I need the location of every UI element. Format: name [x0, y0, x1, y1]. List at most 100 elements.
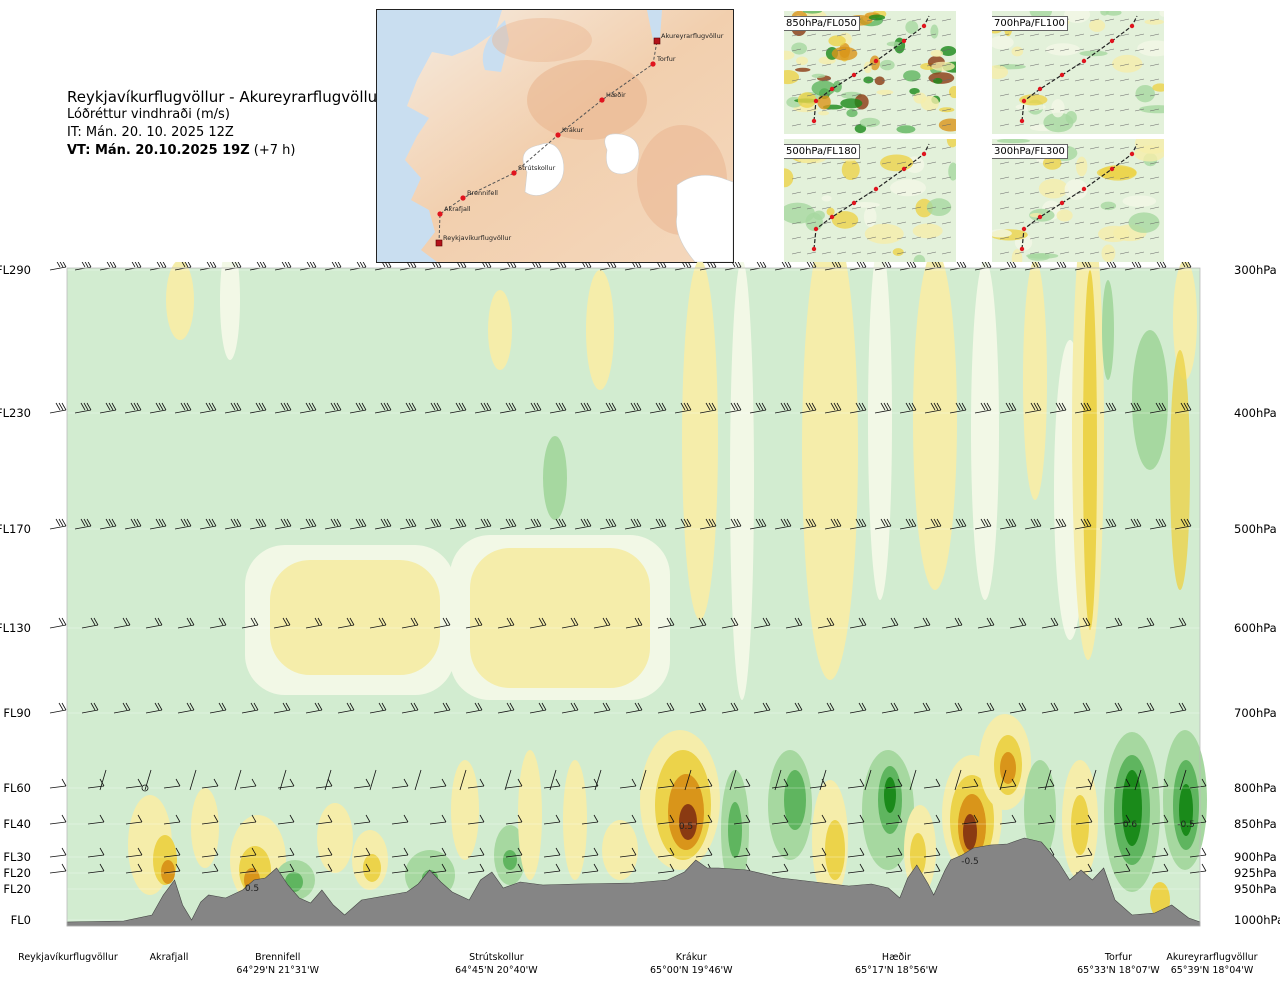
mini-wind-barb: [851, 191, 862, 195]
wind-barb-feather: [986, 402, 992, 411]
wind-barb-feather: [189, 617, 195, 626]
wind-barb-shaft: [374, 266, 392, 271]
wind-barb-shaft: [949, 409, 967, 414]
wind-barb-shaft: [81, 624, 99, 629]
mini-wind-barb: [1044, 93, 1055, 97]
wind-barb-shaft: [1169, 709, 1187, 714]
wind-barb-feather: [1108, 518, 1114, 527]
mini-wind-barb: [941, 78, 952, 82]
wind-barb-shaft: [1124, 525, 1142, 530]
wind-barb-feather: [362, 262, 367, 268]
mini-wind-barb: [791, 221, 802, 225]
mini-wind-barb: [911, 123, 922, 127]
mini-wind-barb: [1104, 48, 1115, 52]
wind-barb-feather: [631, 778, 637, 787]
wind-barb-shaft: [399, 525, 417, 530]
wind-barb-shaft: [599, 266, 617, 271]
wind-barb-feather: [509, 617, 515, 626]
mini-field-blob: [1076, 156, 1088, 177]
wind-barb-feather: [658, 518, 664, 527]
wind-barb-shaft: [149, 409, 167, 414]
mini-map-300: 300hPa/FL300: [992, 139, 1164, 262]
wind-barb-feather: [256, 262, 261, 268]
mini-wind-barb: [881, 176, 892, 180]
wind-barb-feather: [1125, 847, 1131, 856]
wind-barb-feather: [1031, 262, 1036, 268]
wind-barb-shaft: [433, 709, 451, 714]
wind-barb-feather: [212, 262, 217, 268]
wind-barb-feather: [821, 814, 827, 823]
wind-barb-shaft: [505, 821, 523, 825]
mini-field-blob: [933, 77, 943, 84]
wind-barb-feather: [733, 518, 739, 527]
wind-barb-feather: [58, 402, 64, 411]
wind-barb-shaft: [1151, 870, 1169, 874]
mini-map-700: 700hPa/FL100: [992, 11, 1164, 134]
mini-wind-barb: [1044, 108, 1055, 112]
mini-field-blob: [859, 117, 880, 128]
mini-wind-barb: [1134, 123, 1145, 127]
wind-barb-feather: [606, 262, 611, 268]
field-cell: [166, 262, 194, 340]
mini-wind-barb: [1029, 191, 1040, 195]
mini-wind-barb: [896, 93, 907, 97]
wind-barb-feather: [517, 814, 523, 823]
field-cell: [1083, 270, 1097, 630]
mini-wind-barb: [821, 48, 832, 52]
wind-barb-shaft: [87, 854, 105, 858]
wind-barb-shaft: [274, 409, 292, 414]
mini-wind-barb: [911, 48, 922, 52]
mini-wind-barb: [836, 33, 847, 37]
wind-barb-feather: [561, 518, 567, 527]
wind-barb-shaft: [49, 409, 67, 414]
wind-barb-shaft: [899, 409, 917, 414]
wind-barb-shaft: [249, 409, 267, 414]
wind-barb-feather: [856, 262, 861, 268]
wind-barb-feather: [987, 262, 992, 268]
map-waypoint-label: Torfur: [656, 55, 676, 63]
wind-barb-shaft: [999, 266, 1017, 271]
wind-barb-feather: [109, 262, 114, 268]
cross-section-chart: 0.50.50.6-0.5-0.5 FL290FL230FL170FL130FL…: [0, 262, 1280, 976]
wind-barb-feather: [745, 814, 751, 823]
wind-barb-feather: [797, 702, 803, 711]
mini-wind-barb: [1149, 18, 1160, 22]
wind-barb-feather: [1037, 262, 1042, 268]
wind-barb-shaft: [574, 409, 592, 414]
wind-barb-shaft: [449, 266, 467, 271]
mini-wind-barb: [1044, 123, 1055, 127]
valid-time: VT: Mán. 20.10.2025 19Z (+7 h): [67, 142, 387, 160]
wind-barb-shaft: [1049, 266, 1067, 271]
title-block: Reykjavíkurflugvöllur - Akureyrarflugvöl…: [67, 88, 387, 160]
mini-wind-barb: [926, 78, 937, 82]
wind-barb-feather: [183, 518, 189, 527]
wind-barb-shaft: [209, 709, 227, 714]
wind-barb-feather: [1011, 402, 1017, 411]
wind-barb-feather: [655, 402, 661, 411]
wind-barb-shaft: [1179, 769, 1187, 791]
wind-barb-feather: [306, 262, 311, 268]
mini-wind-barb: [999, 93, 1010, 97]
mini-field-blob: [863, 206, 877, 228]
valid-time-bold: VT: Mán. 20.10.2025 19Z: [67, 143, 250, 158]
wind-barb-shaft: [619, 854, 637, 858]
wind-barb-shaft: [374, 409, 392, 414]
wind-barb-feather: [698, 617, 704, 626]
route-title: Reykjavíkurflugvöllur - Akureyrarflugvöl…: [67, 88, 384, 106]
pressure-level-label: 950hPa: [1234, 882, 1277, 896]
wind-barb-feather: [861, 402, 867, 411]
mini-wind-barb: [1059, 33, 1070, 37]
flight-level-label: FL170: [0, 522, 31, 536]
map-waypoint-label: Akrafjall: [444, 205, 471, 213]
wind-barb-feather: [383, 518, 389, 527]
wind-barb-shaft: [201, 821, 219, 825]
wind-barb-feather: [1087, 262, 1092, 268]
mini-waypoint-marker: [1109, 38, 1115, 44]
mini-field-blob: [818, 110, 830, 116]
wind-barb-feather: [911, 518, 917, 527]
wind-barb-shaft: [49, 785, 67, 789]
wind-barb-shaft: [625, 709, 643, 714]
mini-wind-barb: [881, 18, 892, 22]
wind-barb-feather: [1201, 778, 1207, 787]
wind-barb-feather: [255, 518, 261, 527]
